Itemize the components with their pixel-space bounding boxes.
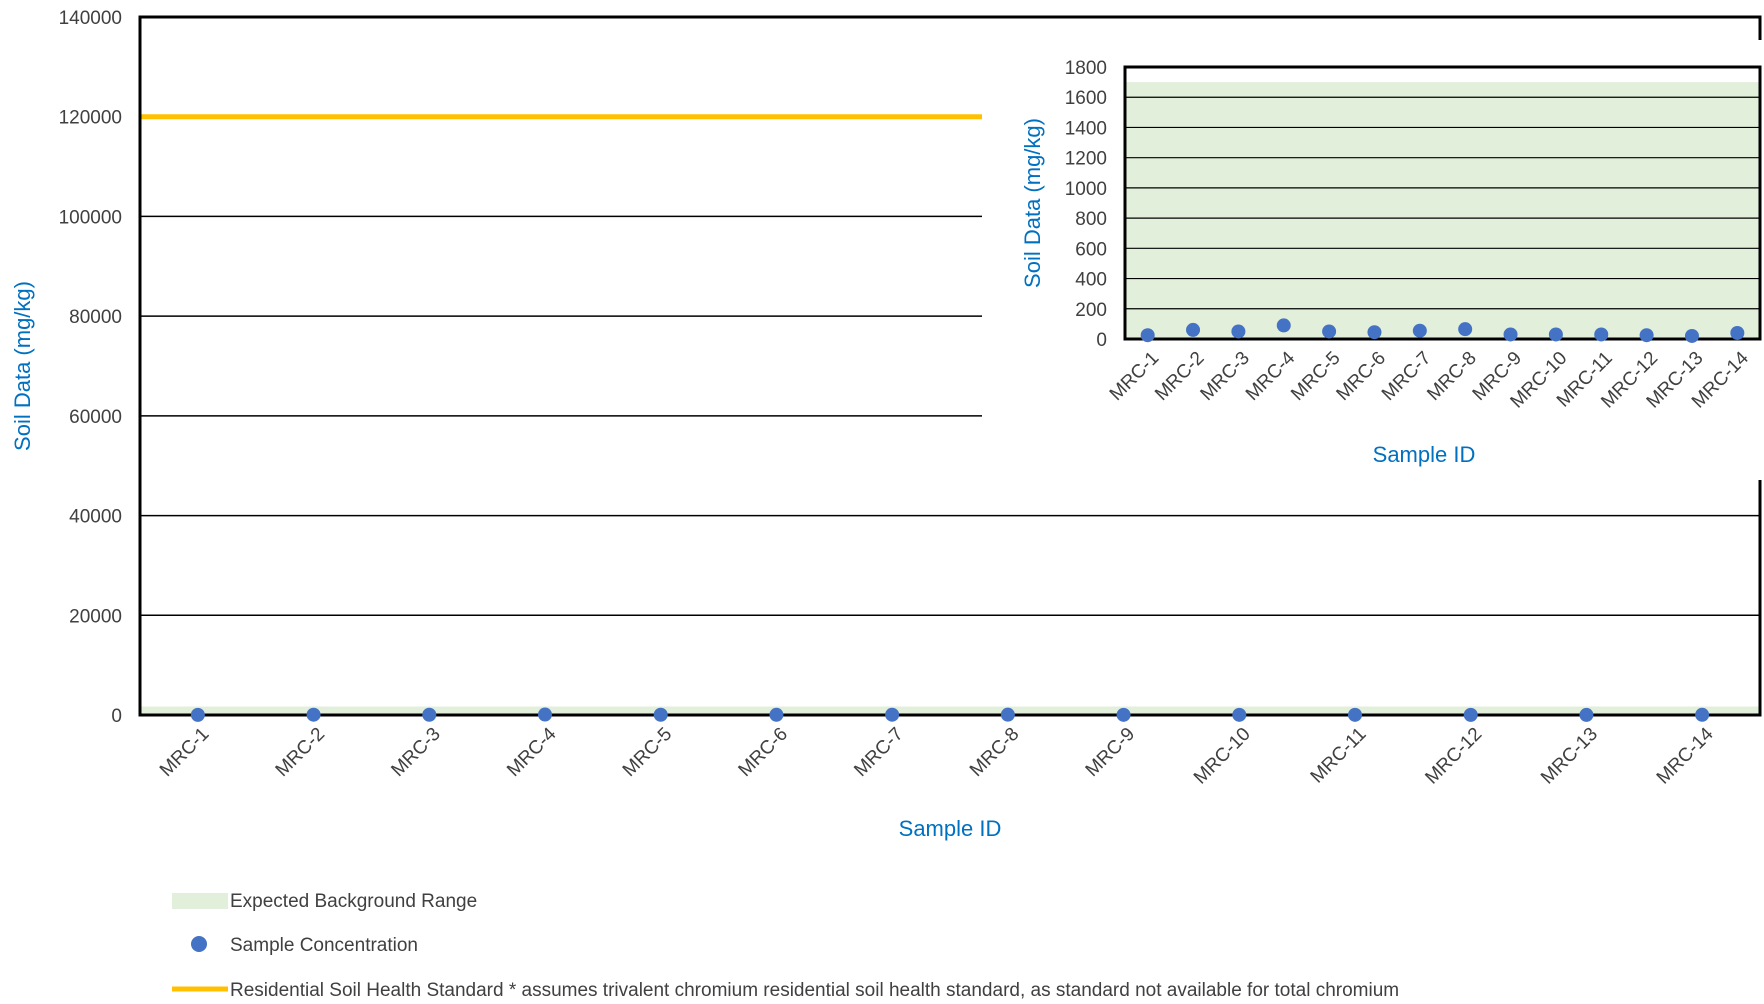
- main-y-tick-label: 140000: [59, 8, 122, 29]
- main-x-tick-label: MRC-2: [272, 724, 329, 781]
- main-data-point: [885, 707, 900, 722]
- main-x-tick-label: MRC-14: [1653, 723, 1718, 788]
- main-data-point: [1348, 707, 1362, 722]
- main-data-point: [538, 707, 552, 722]
- main-data-point: [422, 707, 437, 722]
- main-data-point: [1695, 707, 1710, 722]
- legend-item-background: Expected Background Range: [172, 891, 477, 912]
- inset-data-point: [1730, 325, 1745, 340]
- inset-data-point: [1276, 318, 1291, 333]
- main-data-point: [1232, 707, 1247, 722]
- main-y-tick-label: 40000: [69, 507, 122, 528]
- inset-data-point: [1140, 328, 1155, 343]
- inset-data-point: [1503, 327, 1518, 342]
- main-x-tick-label: MRC-6: [735, 724, 792, 781]
- legend-item-standard: Residential Soil Health Standard * assum…: [172, 980, 1399, 1001]
- main-x-tick-label: MRC-4: [503, 723, 561, 781]
- main-x-tick-label: MRC-13: [1537, 724, 1602, 789]
- main-x-axis-title: Sample ID: [899, 816, 1002, 841]
- main-x-tick-label: MRC-5: [619, 724, 676, 781]
- main-data-point: [306, 707, 321, 722]
- inset-data-point: [1458, 322, 1473, 337]
- main-x-tick-label: MRC-1: [156, 724, 213, 781]
- main-y-tick-label: 80000: [69, 307, 122, 328]
- inset-background-range-band: [1125, 82, 1760, 339]
- main-x-tick-label: MRC-8: [966, 724, 1023, 781]
- legend-swatch-background: [172, 893, 228, 909]
- main-y-tick-label: 0: [111, 706, 122, 727]
- legend-label-standard: Residential Soil Health Standard * assum…: [230, 980, 1399, 1001]
- main-x-tick-label: MRC-12: [1421, 724, 1486, 789]
- main-x-tick-label: MRC-11: [1307, 724, 1371, 788]
- inset-plot-frame: [1123, 65, 1762, 341]
- main-x-tick-label: MRC-9: [1082, 724, 1139, 781]
- main-data-point: [653, 707, 668, 722]
- inset-y-tick-label: 1600: [1065, 88, 1107, 109]
- inset-y-tick-label: 400: [1075, 270, 1107, 291]
- inset-y-tick-label: 200: [1075, 300, 1107, 321]
- inset-data-point: [1639, 328, 1654, 343]
- main-data-point: [1463, 707, 1478, 722]
- main-y-tick-label: 20000: [69, 606, 122, 627]
- main-x-tick-label: MRC-3: [387, 724, 444, 781]
- main-y-tick-label: 100000: [59, 207, 122, 228]
- inset-data-point: [1548, 327, 1563, 342]
- main-background-range-band: [140, 706, 1760, 715]
- inset-y-tick-label: 800: [1075, 209, 1107, 230]
- inset-data-point: [1186, 322, 1201, 337]
- inset-x-axis-title: Sample ID: [1373, 442, 1476, 467]
- main-data-point: [1579, 707, 1594, 722]
- inset-data-point: [1367, 325, 1382, 340]
- main-data-point: [769, 707, 784, 722]
- main-data-point: [1116, 707, 1131, 722]
- inset-y-tick-label: 600: [1075, 239, 1107, 260]
- inset-data-point: [1684, 328, 1699, 343]
- main-x-tick-label: MRC-10: [1190, 724, 1255, 789]
- main-y-axis-title: Soil Data (mg/kg): [10, 281, 35, 451]
- inset-y-tick-label: 1800: [1065, 58, 1107, 79]
- inset-y-tick-label: 1000: [1065, 179, 1107, 200]
- inset-data-point: [1594, 327, 1609, 342]
- main-data-point: [190, 707, 205, 722]
- legend-label-sample: Sample Concentration: [230, 935, 418, 956]
- legend: Expected Background Range Sample Concent…: [172, 891, 1399, 1001]
- main-data-point: [1000, 707, 1015, 722]
- legend-swatch-sample: [191, 936, 207, 952]
- inset-data-point: [1231, 324, 1246, 339]
- main-y-tick-label: 60000: [69, 407, 122, 428]
- legend-label-background: Expected Background Range: [230, 891, 477, 912]
- main-x-tick-label: MRC-7: [850, 724, 907, 781]
- main-y-tick-label: 120000: [59, 108, 122, 129]
- inset-y-tick-label: 1400: [1065, 118, 1107, 139]
- inset-data-point: [1322, 324, 1337, 339]
- legend-item-sample: Sample Concentration: [191, 935, 418, 956]
- inset-y-tick-label: 1200: [1065, 149, 1107, 170]
- inset-data-point: [1412, 323, 1427, 338]
- inset-y-axis-title: Soil Data (mg/kg): [1020, 118, 1045, 288]
- inset-y-tick-label: 0: [1096, 330, 1107, 351]
